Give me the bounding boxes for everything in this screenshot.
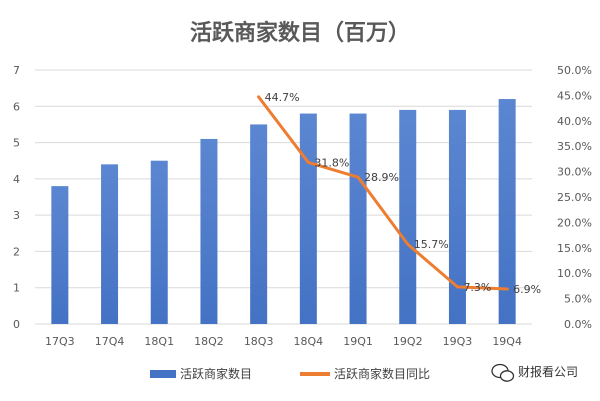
line-data-label: 7.3% bbox=[463, 281, 491, 294]
y-right-tick-label: 10.0% bbox=[557, 267, 592, 280]
x-tick-label: 18Q4 bbox=[294, 335, 324, 348]
line-point bbox=[455, 285, 459, 289]
watermark-text: 财报看公司 bbox=[518, 364, 578, 379]
x-tick-label: 19Q2 bbox=[393, 335, 423, 348]
bar bbox=[448, 109, 466, 325]
line-point bbox=[406, 242, 410, 246]
wechat-icon bbox=[491, 363, 515, 382]
y-left-tick-label: 4 bbox=[13, 173, 20, 186]
y-left-tick-label: 2 bbox=[13, 245, 20, 258]
x-tick-label: 19Q4 bbox=[492, 335, 522, 348]
bar-series bbox=[51, 99, 516, 325]
y-right-tick-label: 40.0% bbox=[557, 115, 592, 128]
y-right-tick-label: 45.0% bbox=[557, 89, 592, 102]
x-tick-label: 17Q3 bbox=[45, 335, 75, 348]
bar bbox=[299, 113, 317, 325]
bar bbox=[498, 99, 516, 325]
line-data-label: 15.7% bbox=[414, 238, 449, 251]
bar bbox=[399, 109, 417, 325]
y-right-tick-label: 35.0% bbox=[557, 140, 592, 153]
bar bbox=[250, 124, 268, 324]
y-right-tick-label: 30.0% bbox=[557, 166, 592, 179]
watermark: 财报看公司 bbox=[491, 363, 578, 382]
y-left-tick-label: 0 bbox=[13, 318, 20, 331]
legend-label-line: 活跃商家数目同比 bbox=[334, 366, 430, 381]
bar bbox=[200, 138, 218, 324]
y-right-tick-label: 20.0% bbox=[557, 216, 592, 229]
y-left-tick-label: 7 bbox=[13, 64, 20, 77]
legend-label-bar: 活跃商家数目 bbox=[180, 366, 252, 381]
y-right-tick-label: 25.0% bbox=[557, 191, 592, 204]
y-right-tick-label: 0.0% bbox=[564, 318, 592, 331]
line-data-label: 44.7% bbox=[265, 91, 300, 104]
bar bbox=[101, 164, 119, 324]
line-point bbox=[356, 175, 360, 179]
legend: 活跃商家数目 活跃商家数目同比 bbox=[150, 366, 430, 381]
legend-swatch-bar bbox=[150, 370, 176, 378]
bar bbox=[51, 186, 69, 324]
x-tick-label: 19Q3 bbox=[443, 335, 473, 348]
x-tick-label: 19Q1 bbox=[343, 335, 373, 348]
y-right-tick-label: 5.0% bbox=[564, 293, 592, 306]
x-tick-label: 18Q1 bbox=[144, 335, 174, 348]
x-tick-label: 18Q3 bbox=[244, 335, 274, 348]
bar bbox=[150, 160, 168, 324]
y-left-tick-label: 6 bbox=[13, 100, 20, 113]
line-point bbox=[257, 95, 261, 99]
bar bbox=[349, 113, 367, 325]
chart-title: 活跃商家数目（百万） bbox=[190, 20, 410, 46]
y-left-tick-label: 1 bbox=[13, 282, 20, 295]
line-series bbox=[257, 95, 509, 291]
yoy-line bbox=[257, 95, 509, 291]
y-right-tick-label: 15.0% bbox=[557, 242, 592, 255]
line-point bbox=[306, 160, 310, 164]
x-tick-label: 17Q4 bbox=[95, 335, 125, 348]
line-point bbox=[505, 287, 509, 291]
line-data-label: 28.9% bbox=[364, 171, 399, 184]
y-left-tick-label: 3 bbox=[13, 209, 20, 222]
x-tick-label: 18Q2 bbox=[194, 335, 224, 348]
y-left-tick-label: 5 bbox=[13, 137, 20, 150]
axis-ticks: 0 1 2 3 4 5 6 7 0.0% 5.0% 10.0% 15.0% 20.0% 25.0% 30.0… bbox=[13, 64, 592, 348]
line-data-label: 6.9% bbox=[513, 283, 541, 296]
data-labels: 44.7% 31.8% 28.9% 15.7% 7.3% 6.9% bbox=[265, 91, 541, 296]
line-data-label: 31.8% bbox=[314, 156, 349, 169]
y-right-tick-label: 50.0% bbox=[557, 64, 592, 77]
